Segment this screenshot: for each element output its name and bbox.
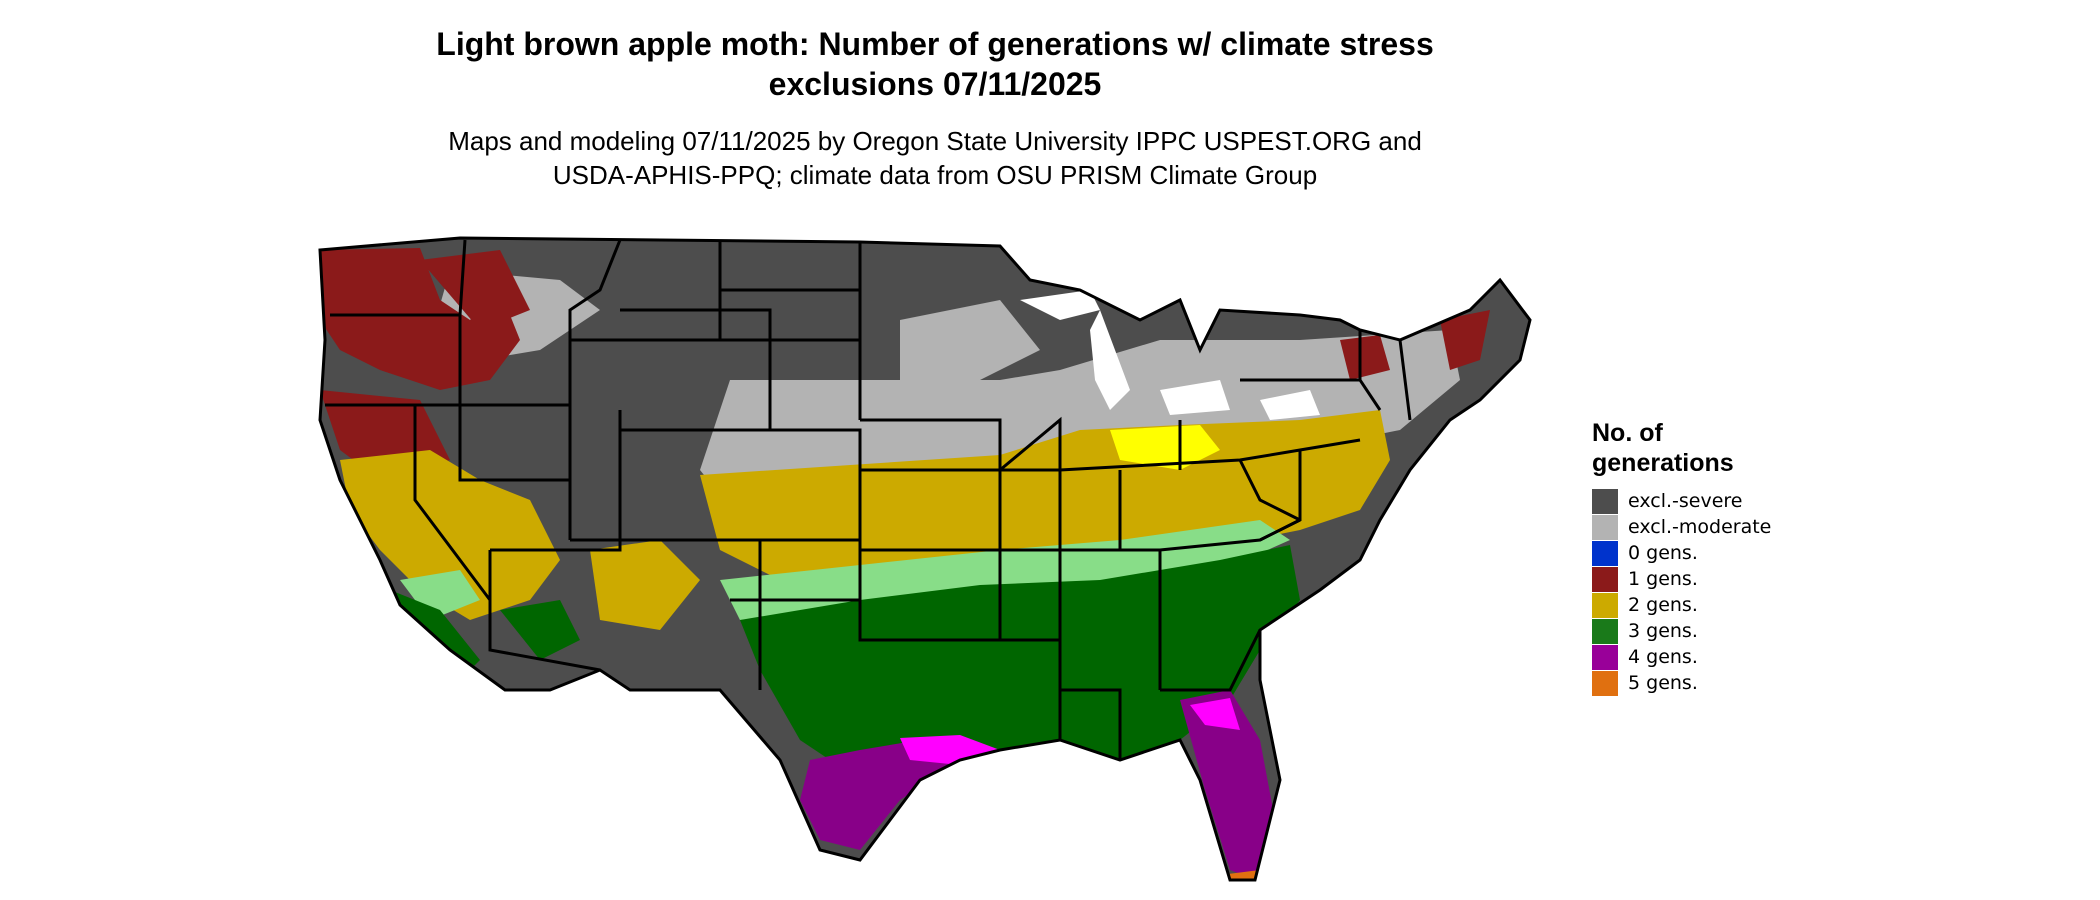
great-lakes: [1020, 290, 1320, 420]
legend-item-2-gens: 2 gens.: [1592, 592, 1771, 618]
chart-title: Light brown apple moth: Number of genera…: [0, 24, 1870, 104]
legend-title: No. of generations: [1592, 418, 1771, 478]
legend-item-3-gens: 3 gens.: [1592, 618, 1771, 644]
state-borders: [318, 236, 1532, 882]
legend-swatch: [1592, 618, 1618, 644]
legend-swatch: [1592, 592, 1618, 618]
zone-three-gen-fringe: [400, 520, 1290, 620]
legend-item-5-gens: 5 gens.: [1592, 670, 1771, 696]
legend-swatch: [1592, 644, 1618, 670]
zone-three-gen: [390, 545, 1300, 780]
legend-swatch: [1592, 488, 1618, 514]
subtitle-line-1: Maps and modeling 07/11/2025 by Oregon S…: [448, 126, 1422, 156]
legend-swatch: [1592, 540, 1618, 566]
legend: No. of generations excl.-severe excl.-mo…: [1592, 418, 1771, 696]
legend-label: excl.-severe: [1628, 490, 1743, 512]
chart-subtitle: Maps and modeling 07/11/2025 by Oregon S…: [0, 124, 1870, 192]
legend-label: 3 gens.: [1628, 620, 1698, 642]
legend-swatch: [1592, 566, 1618, 592]
legend-label: 1 gens.: [1628, 568, 1698, 590]
legend-label: 0 gens.: [1628, 542, 1698, 564]
legend-item-excl-severe: excl.-severe: [1592, 488, 1771, 514]
legend-label: excl.-moderate: [1628, 516, 1772, 538]
legend-item-excl-moderate: excl.-moderate: [1592, 514, 1771, 540]
legend-title-line-2: generations: [1592, 449, 1734, 477]
zone-two-gen-highlight: [1110, 425, 1220, 470]
zone-five-gen: [1220, 870, 1260, 880]
us-generations-map: [318, 236, 1532, 882]
legend-item-0-gens: 0 gens.: [1592, 540, 1771, 566]
legend-swatch: [1592, 514, 1618, 540]
legend-title-line-1: No. of: [1592, 419, 1663, 447]
legend-label: 5 gens.: [1628, 672, 1698, 694]
subtitle-line-2: USDA-APHIS-PPQ; climate data from OSU PR…: [552, 160, 1318, 190]
legend-label: 2 gens.: [1628, 594, 1698, 616]
title-line-2: exclusions 07/11/2025: [768, 66, 1102, 102]
legend-item-1-gens: 1 gens.: [1592, 566, 1771, 592]
zone-four-gen-bright: [900, 698, 1240, 765]
legend-item-4-gens: 4 gens.: [1592, 644, 1771, 670]
title-line-1: Light brown apple moth: Number of genera…: [436, 26, 1434, 62]
legend-label: 4 gens.: [1628, 646, 1698, 668]
legend-swatch: [1592, 670, 1618, 696]
